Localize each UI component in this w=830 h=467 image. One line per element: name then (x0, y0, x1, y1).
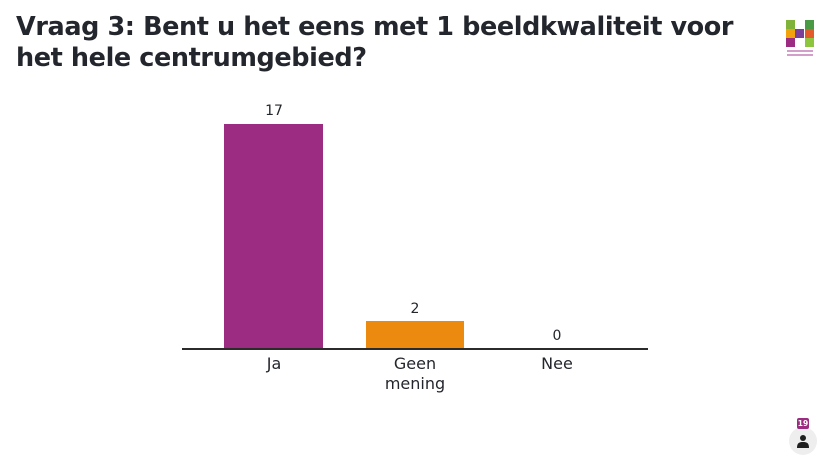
bar-value-ja: 17 (265, 103, 283, 119)
bar-ja (224, 124, 323, 349)
participants-count-badge: 19 (797, 418, 809, 429)
category-label-ja: Ja (266, 354, 282, 373)
bar-geen-mening (366, 321, 464, 349)
participants-button[interactable] (789, 427, 817, 455)
gemeente-logo-icon (785, 20, 815, 60)
category-label-geen-mening: Geen mening (355, 354, 475, 394)
bar-value-nee: 0 (552, 328, 562, 344)
x-axis-line (182, 348, 648, 350)
category-label-nee: Nee (541, 354, 573, 373)
category-label-geen-mening-line2: mening (384, 374, 446, 393)
slide-title: Vraag 3: Bent u het eens met 1 beeldkwal… (16, 12, 734, 73)
bar-value-geen-mening: 2 (410, 301, 420, 317)
person-icon (797, 435, 809, 448)
category-label-geen-mening-line1: Geen (393, 354, 437, 373)
